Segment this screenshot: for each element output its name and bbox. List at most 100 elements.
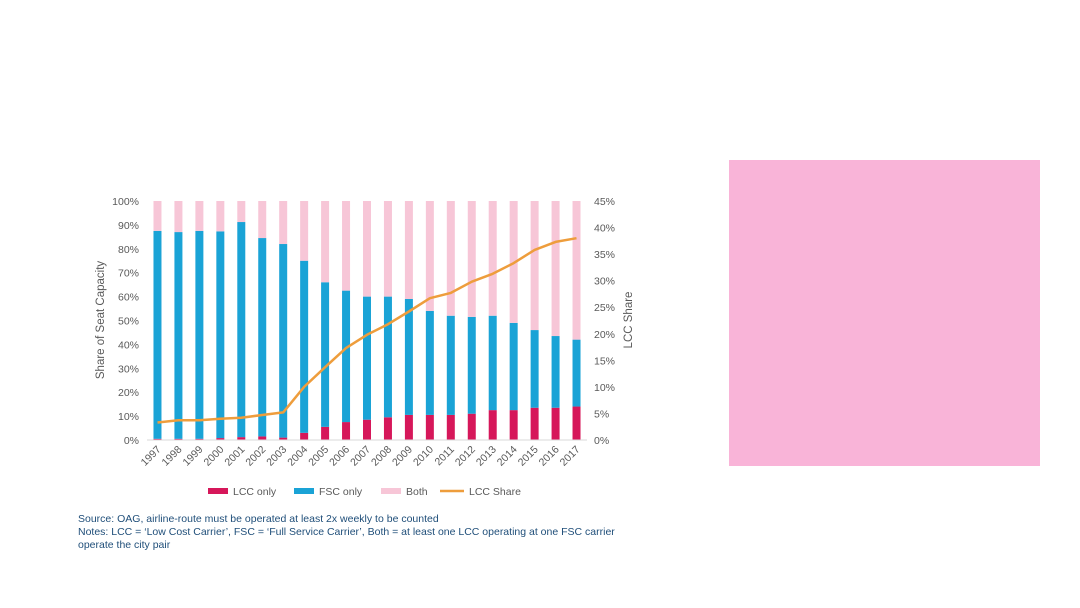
bar-fsc-only-2005 <box>321 282 330 427</box>
bar-fsc-only-2007 <box>363 296 371 420</box>
notes-line-2: operate the city pair <box>78 539 171 551</box>
legend: LCC only FSC only Both LCC Share <box>208 486 521 498</box>
bar-lcc-only-1997 <box>153 438 162 440</box>
bar-fsc-only-1998 <box>174 232 183 439</box>
x-tick-label: 2008 <box>369 444 394 469</box>
y2-tick-label: 40% <box>594 223 615 235</box>
notes-line-1: Notes: LCC = ‘Low Cost Carrier’, FSC = ‘… <box>78 526 615 538</box>
bar-lcc-only-2009 <box>404 414 413 440</box>
bar-both-2005 <box>321 201 330 283</box>
bar-lcc-only-2006 <box>342 422 351 440</box>
bar-fsc-only-2006 <box>342 290 351 423</box>
bar-both-2000 <box>216 201 225 232</box>
y-tick-label: 80% <box>118 244 139 256</box>
bar-lcc-only-1998 <box>174 438 183 440</box>
bar-fsc-only-2003 <box>279 244 288 438</box>
bar-both-2008 <box>383 201 392 297</box>
legend-swatch <box>208 488 228 494</box>
x-tick-label: 2012 <box>453 444 478 469</box>
x-tick-label: 1999 <box>180 444 205 469</box>
y-tick-label: 40% <box>118 339 139 351</box>
y2-tick-label: 30% <box>594 276 615 288</box>
x-tick-label: 2001 <box>222 444 247 469</box>
source-note: Source: OAG, airline-route must be opera… <box>78 513 439 525</box>
y-tick-label: 100% <box>112 196 139 208</box>
bar-lcc-only-2002 <box>258 436 267 440</box>
x-tick-label: 1998 <box>160 444 185 469</box>
x-tick-label: 2005 <box>306 444 331 469</box>
bar-lcc-only-2011 <box>446 414 455 440</box>
bar-fsc-only-2017 <box>572 339 581 407</box>
bar-fsc-only-2013 <box>488 315 497 411</box>
bar-both-2015 <box>530 201 539 331</box>
legend-label: LCC Share <box>469 486 521 498</box>
bar-fsc-only-2015 <box>530 330 539 408</box>
y2-tick-label: 5% <box>594 408 609 420</box>
bar-both-2006 <box>342 201 351 291</box>
bar-fsc-only-2016 <box>551 336 560 408</box>
legend-swatch <box>294 488 314 494</box>
bar-fsc-only-2010 <box>425 310 434 415</box>
x-tick-label: 2010 <box>411 444 436 469</box>
bar-both-1998 <box>174 201 183 233</box>
y2-tick-label: 0% <box>594 435 609 447</box>
chart-notes: Source: OAG, airline-route must be opera… <box>78 513 678 552</box>
bar-both-2012 <box>467 201 476 317</box>
bar-both-2004 <box>300 201 309 261</box>
left-axis: 0% 10% 20% 30% 40% 50% 60% 70% 80% 90% 100% <box>112 196 139 447</box>
bar-lcc-only-2017 <box>572 406 581 440</box>
y2-tick-label: 35% <box>594 249 615 261</box>
bar-lcc-only-2003 <box>279 437 288 440</box>
x-tick-label: 2017 <box>558 444 583 469</box>
y2-tick-label: 45% <box>594 196 615 208</box>
x-tick-label: 2000 <box>201 444 226 469</box>
x-tick-label: 2015 <box>516 444 541 469</box>
y-tick-label: 10% <box>118 411 139 423</box>
x-tick-label: 2004 <box>285 444 310 469</box>
y2-tick-label: 15% <box>594 355 615 367</box>
legend-swatch <box>381 488 401 494</box>
y-tick-label: 30% <box>118 363 139 375</box>
y-tick-label: 70% <box>118 268 139 280</box>
y-tick-label: 20% <box>118 387 139 399</box>
x-axis: 1997199819992000200120022003200420052006… <box>139 439 587 469</box>
y-tick-label: 50% <box>118 316 139 328</box>
bar-lcc-only-2007 <box>363 419 371 440</box>
bar-fsc-only-2014 <box>509 322 518 411</box>
bar-fsc-only-2009 <box>404 298 413 415</box>
bar-lcc-only-2000 <box>216 438 225 440</box>
bar-lcc-only-2001 <box>237 437 246 440</box>
bar-fsc-only-2001 <box>237 222 246 438</box>
bar-fsc-only-2000 <box>216 231 225 439</box>
bar-fsc-only-2004 <box>300 260 309 433</box>
bar-fsc-only-1999 <box>195 230 204 439</box>
bar-lcc-only-2005 <box>321 426 330 440</box>
bar-lcc-only-2012 <box>467 413 476 440</box>
bar-both-2009 <box>404 201 413 299</box>
y-tick-label: 0% <box>124 435 139 447</box>
x-tick-label: 2003 <box>264 444 289 469</box>
bar-both-2011 <box>446 201 455 316</box>
x-tick-label: 2013 <box>474 444 499 469</box>
right-axis: 0% 5% 10% 15% 20% 25% 30% 35% 40% 45% <box>594 196 615 447</box>
x-tick-label: 2016 <box>537 444 562 469</box>
bar-both-2007 <box>363 201 371 297</box>
x-tick-label: 2007 <box>348 444 373 469</box>
bar-both-1997 <box>153 201 162 231</box>
bar-lcc-only-2016 <box>551 407 560 440</box>
bar-both-2002 <box>258 201 267 239</box>
bar-lcc-only-2010 <box>425 414 434 440</box>
bar-both-2003 <box>279 201 288 245</box>
bar-lcc-only-2014 <box>509 410 518 440</box>
x-tick-label: 2006 <box>327 444 352 469</box>
y2-axis-label: LCC Share <box>623 292 635 349</box>
bar-both-2010 <box>425 201 434 311</box>
x-tick-label: 2014 <box>495 444 520 469</box>
x-tick-label: 1997 <box>139 444 164 469</box>
bar-both-2016 <box>551 201 560 337</box>
y-axis-label: Share of Seat Capacity <box>95 261 107 380</box>
line-layer <box>157 236 577 424</box>
y2-tick-label: 10% <box>594 382 615 394</box>
bar-fsc-only-2008 <box>383 296 392 418</box>
